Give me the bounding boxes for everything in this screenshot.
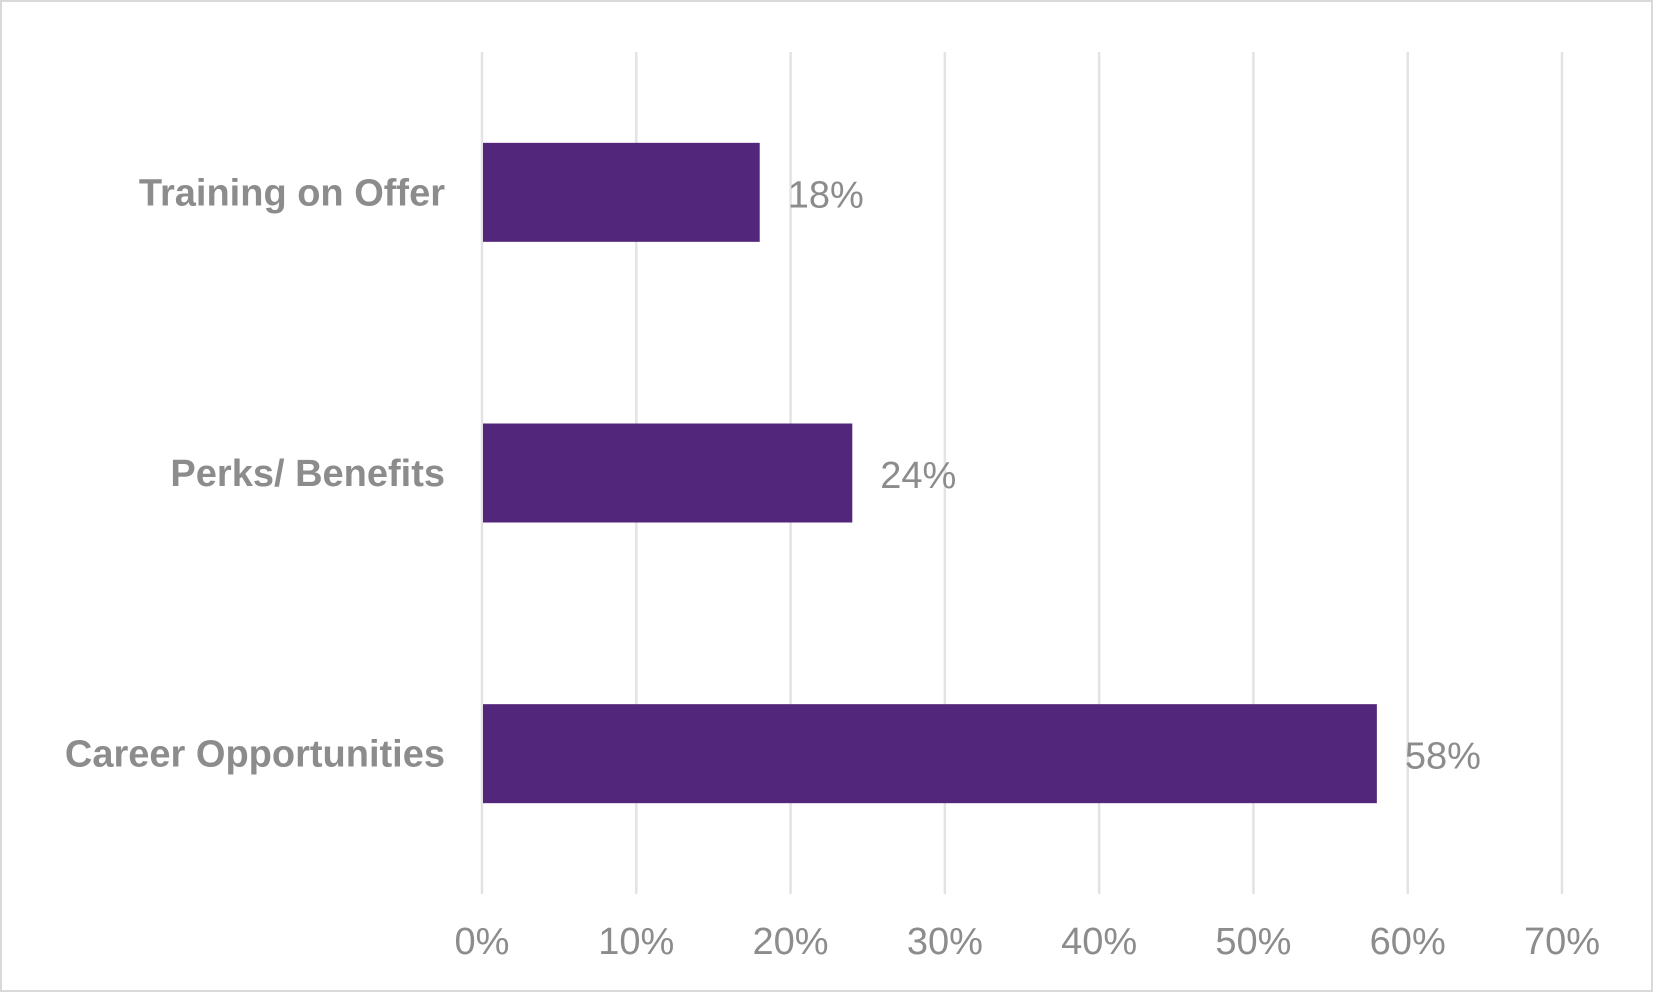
x-tick-label: 60% bbox=[1370, 921, 1446, 963]
bar bbox=[483, 142, 760, 242]
x-tick-label: 10% bbox=[598, 921, 674, 963]
category-label: Career Opportunities bbox=[65, 734, 445, 776]
data-label: 18% bbox=[788, 174, 864, 216]
category-label: Training on Offer bbox=[139, 172, 445, 214]
x-tick-label: 20% bbox=[753, 921, 829, 963]
x-tick-label: 0% bbox=[455, 921, 510, 963]
bar bbox=[483, 423, 853, 523]
x-tick-label: 40% bbox=[1061, 921, 1137, 963]
bars bbox=[483, 142, 1377, 804]
x-tick-label: 50% bbox=[1215, 921, 1291, 963]
data-labels: 58% 24% 18% bbox=[788, 174, 1481, 777]
bar bbox=[483, 704, 1377, 804]
x-tick-label: 30% bbox=[907, 921, 983, 963]
category-label: Perks/ Benefits bbox=[170, 453, 445, 495]
data-label: 58% bbox=[1405, 736, 1481, 778]
x-tick-label: 70% bbox=[1524, 921, 1600, 963]
x-axis-tick-labels: 0% 10% 20% 30% 40% 50% 60% 70% bbox=[455, 921, 1600, 963]
category-labels: Career Opportunities Perks/ Benefits Train… bbox=[65, 172, 445, 775]
data-label: 24% bbox=[880, 455, 956, 497]
